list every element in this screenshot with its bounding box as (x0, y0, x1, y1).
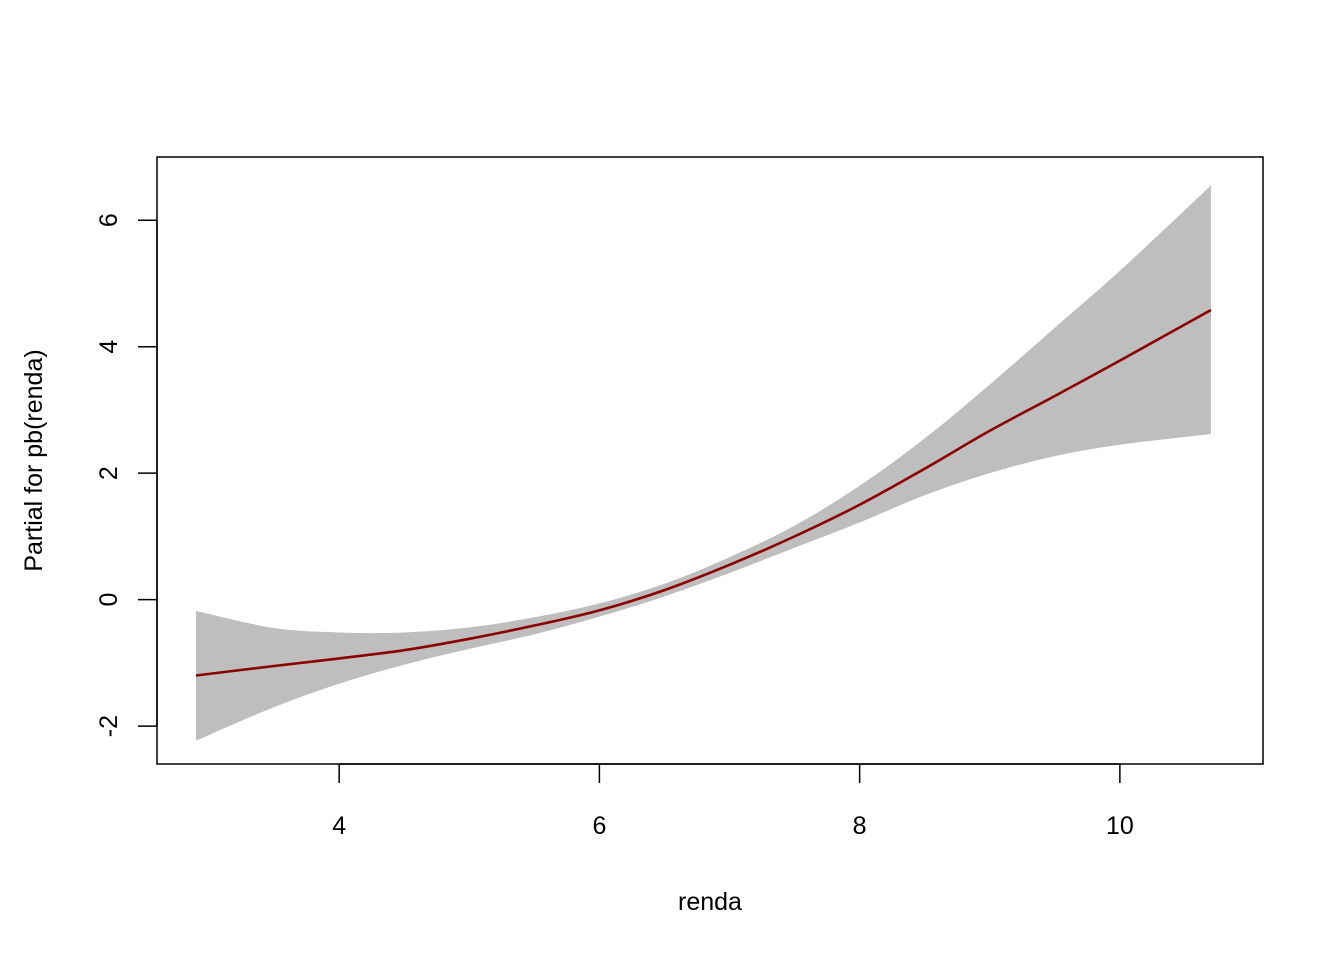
y-tick-label: 4 (95, 340, 123, 354)
y-tick-label: 2 (95, 466, 123, 480)
x-axis-title: renda (678, 888, 742, 916)
y-axis: -2 0 2 4 6 (95, 213, 158, 737)
x-tick-label: 6 (592, 812, 606, 840)
y-tick-label: 6 (95, 213, 123, 227)
x-tick-label: 4 (332, 812, 346, 840)
y-axis-title: Partial for pb(renda) (20, 349, 48, 571)
plot-area (195, 185, 1212, 741)
confidence-band (196, 185, 1211, 741)
y-tick-label: 0 (95, 593, 123, 607)
x-tick-label: 10 (1106, 812, 1134, 840)
x-tick-label: 8 (853, 812, 867, 840)
x-axis: 4 6 8 10 (332, 763, 1134, 840)
y-tick-label: -2 (95, 715, 123, 737)
fitted-line (195, 308, 1212, 677)
